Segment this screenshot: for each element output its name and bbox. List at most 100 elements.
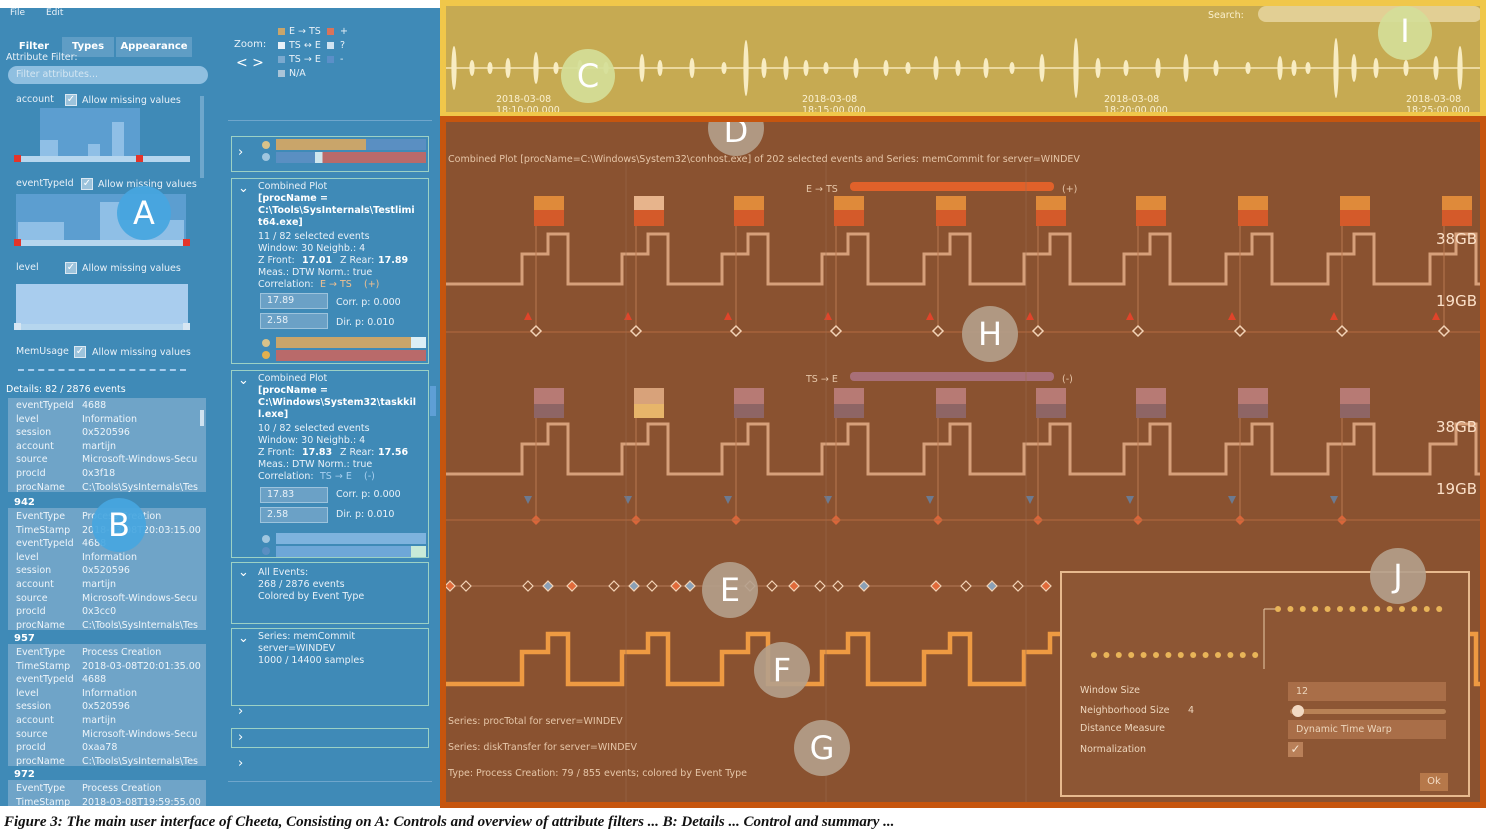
timeline-overview[interactable]: Search: Search: 2018-03-08 18:10:00.000 …	[440, 0, 1486, 118]
collapse-chevron-icon[interactable]: ⌄	[238, 565, 249, 580]
plot1-query-line1: [procName =	[258, 193, 328, 204]
timeline-spike-3	[505, 58, 511, 78]
plot1-pvalue-spinner[interactable]: 2.58	[260, 313, 328, 329]
timeline-spike-25	[1073, 38, 1079, 98]
legend-swatch-ts-e	[278, 56, 285, 63]
detail-row: procName C:\Tools\SysInternals\Tes	[16, 481, 198, 493]
search-label-visible: Search:	[1208, 10, 1244, 21]
plot1-corr-p: Corr. p: 0.000	[336, 297, 401, 308]
bottom-event-rect-1	[634, 388, 664, 404]
account-range-slider[interactable]	[14, 156, 190, 162]
expand-chevron-icon[interactable]: ›	[238, 756, 244, 771]
all-events-card[interactable]: ⌄ All Events: 268 / 2876 events Colored …	[231, 562, 429, 624]
eventtypeid-range-handle-right[interactable]	[183, 239, 190, 246]
attr-level-label: level	[16, 262, 39, 273]
filter-attributes-input[interactable]: Filter attributes...	[8, 66, 208, 84]
search-input[interactable]	[1258, 6, 1480, 22]
plot2-pvalue-spinner[interactable]: 2.58	[260, 507, 328, 523]
collapse-chevron-icon[interactable]: ⌄	[238, 181, 249, 196]
expand-chevron-icon[interactable]: ›	[238, 730, 244, 745]
detail-row: source Microsoft-Windows-Secu	[16, 454, 198, 466]
series-card[interactable]: ⌄ Series: memCommit server=WINDEV 1000 /…	[231, 628, 429, 706]
attr-memusage-checkbox[interactable]: ✓	[74, 346, 86, 358]
bottom-triangle-2	[724, 496, 732, 504]
plot2-zscore-spinner[interactable]: 17.83	[260, 487, 328, 503]
top-diamond-5	[1031, 324, 1045, 338]
tab-types[interactable]: Types	[62, 37, 114, 57]
separator	[228, 120, 432, 121]
timeline-spike-15	[803, 60, 809, 76]
distance-measure-select[interactable]: Dynamic Time Warp	[1288, 720, 1446, 739]
tab-filter[interactable]: Filter	[12, 37, 56, 57]
menu-edit[interactable]: Edit	[46, 8, 64, 18]
plot1-title: Combined Plot	[258, 181, 328, 192]
level-range-handle-left[interactable]	[14, 323, 21, 330]
account-range-handle-right[interactable]	[136, 155, 143, 162]
preview-dot-high-9	[1386, 606, 1393, 612]
filter-scrollbar[interactable]	[200, 96, 204, 178]
memusage-range-slider[interactable]	[18, 369, 186, 372]
attr-level-checkbox[interactable]: ✓	[65, 262, 77, 274]
attr-eventtypeid-checkbox[interactable]: ✓	[81, 178, 93, 190]
plot1-zscore-spinner[interactable]: 17.89	[260, 293, 328, 309]
legend-swatch-na	[278, 70, 285, 77]
preview-dot-low-7	[1177, 652, 1184, 658]
legend-ts-e: TS → E	[289, 54, 321, 65]
plots-scrollbar[interactable]	[430, 386, 436, 416]
dot-icon	[262, 141, 270, 149]
event-plots[interactable]	[446, 122, 1480, 802]
neighborhood-slider-handle[interactable]	[1291, 705, 1304, 717]
plot1-correlation-value: E → TS	[320, 279, 352, 290]
detail-row: session 0x520596	[16, 701, 130, 713]
top-event-rect-0	[534, 196, 564, 210]
collapsed-series-item[interactable]	[231, 728, 429, 748]
level-range-handle-right[interactable]	[183, 323, 190, 330]
menu-file[interactable]: File	[10, 8, 26, 18]
collapsed-plot-item[interactable]: ›	[231, 136, 429, 172]
window-size-spinner[interactable]: 12	[1288, 682, 1446, 701]
collapse-chevron-icon[interactable]: ⌄	[238, 373, 249, 388]
expand-chevron-icon[interactable]: ›	[238, 145, 244, 160]
legend-swatch-plus	[327, 28, 334, 35]
combined-plot-card-2[interactable]: ⌄ Combined Plot [procName = C:\Windows\S…	[231, 370, 429, 558]
plot1-zfront: 17.01	[302, 255, 333, 266]
account-range-handle-left[interactable]	[14, 155, 21, 162]
plot2-measure: Meas.: DTW Norm.: true	[258, 459, 373, 470]
top-event-rect-2	[734, 196, 764, 210]
legend-minus: -	[340, 54, 344, 65]
timeline-spike-19	[905, 62, 911, 74]
top-correlation-sign: (+)	[1062, 184, 1078, 195]
details-scrollbar[interactable]	[200, 410, 204, 426]
top-triangle-2	[724, 312, 732, 320]
level-histogram[interactable]	[16, 284, 188, 324]
plot2-zfront: 17.83	[302, 447, 333, 458]
preview-dot-low-3	[1128, 652, 1135, 658]
all-events-diamond-13	[814, 580, 826, 592]
eventtypeid-range-slider[interactable]	[14, 240, 190, 246]
top-diamond-4	[931, 324, 945, 338]
timeline-spike-29	[1183, 54, 1189, 82]
zoom-nav-buttons[interactable]: < >	[236, 55, 264, 71]
tab-appearance[interactable]: Appearance	[116, 37, 192, 57]
expand-chevron-icon[interactable]: ›	[238, 704, 244, 719]
bottom-event-rect-0	[534, 388, 564, 404]
series-title: Series: memCommit	[258, 631, 356, 642]
ok-button[interactable]: Ok	[1420, 773, 1448, 791]
normalization-checkbox[interactable]: ✓	[1288, 742, 1303, 757]
account-histogram[interactable]	[40, 108, 140, 160]
collapse-chevron-icon[interactable]: ⌄	[238, 631, 249, 646]
timeline-spike-26	[1095, 58, 1101, 78]
neighborhood-size-slider[interactable]	[1290, 709, 1446, 714]
record-id: 942	[14, 497, 35, 508]
detail-row: procId 0x3cc0	[16, 606, 117, 618]
timeline-waveform[interactable]	[446, 6, 1480, 112]
marker-f: F	[754, 642, 810, 698]
level-range-slider[interactable]	[14, 324, 190, 330]
bottom-event-rect-lower-2	[734, 404, 764, 418]
top-correlation-bar	[850, 182, 1054, 191]
tick-1-date: 2018-03-08	[496, 94, 552, 105]
eventtypeid-range-handle-left[interactable]	[14, 239, 21, 246]
attr-account-checkbox[interactable]: ✓	[65, 94, 77, 106]
main-plot-area[interactable]: Combined Plot [procName=C:\Windows\Syste…	[440, 116, 1486, 808]
combined-plot-card-1[interactable]: ⌄ Combined Plot [procName = C:\Tools\Sys…	[231, 178, 429, 364]
